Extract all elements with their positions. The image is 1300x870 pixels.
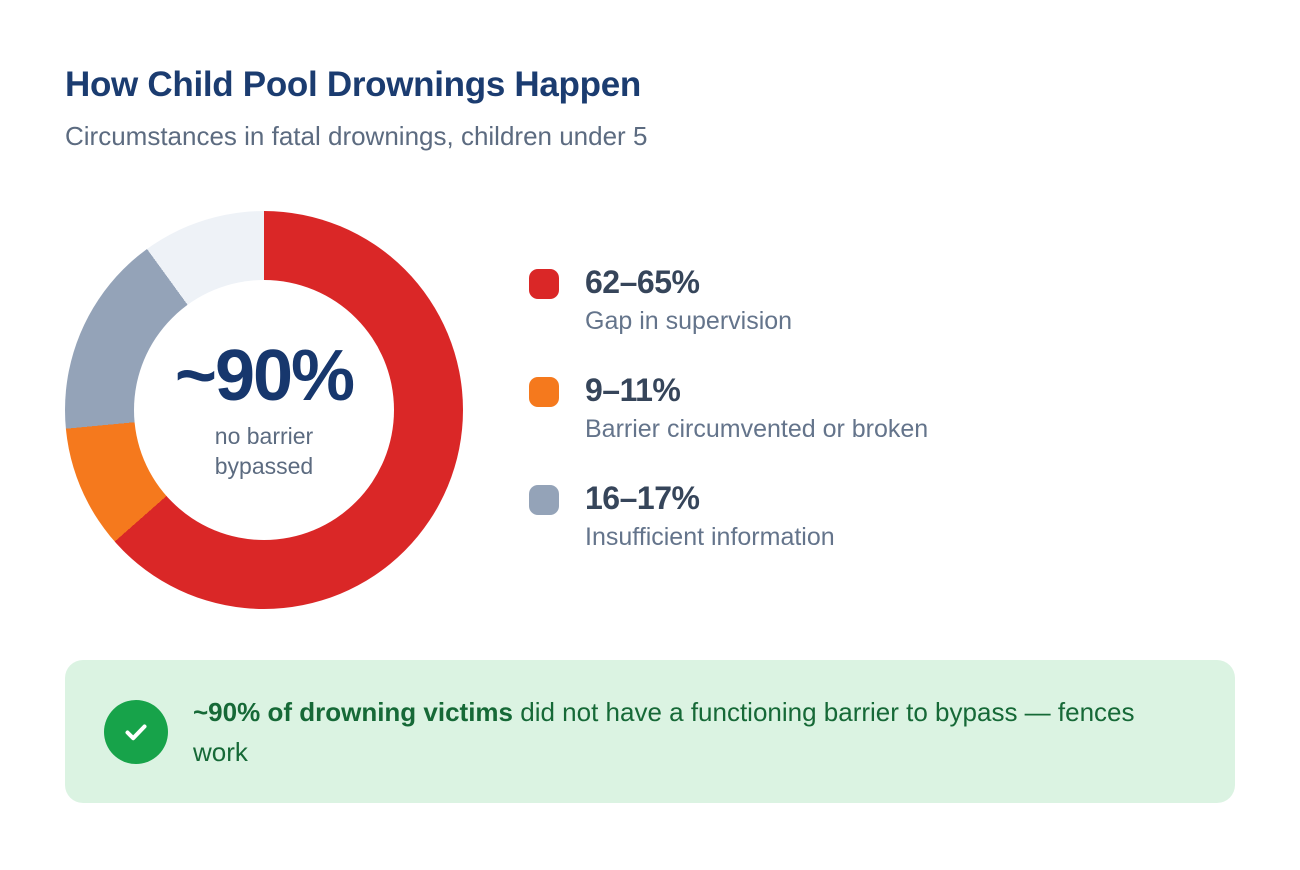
- legend-label: Insufficient information: [585, 523, 835, 551]
- page-subtitle: Circumstances in fatal drownings, childr…: [65, 121, 648, 151]
- legend-swatch-slate: [529, 485, 559, 515]
- legend-item-barrier-circumvented: 9–11% Barrier circumvented or broken: [529, 370, 928, 446]
- donut-center-label-line1: no barrier: [214, 423, 314, 449]
- page-title: How Child Pool Drownings Happen: [65, 65, 641, 104]
- legend-swatch-orange: [529, 377, 559, 407]
- chart-legend: 62–65% Gap in supervision 9–11% Barrier …: [529, 262, 928, 586]
- legend-item-text: 62–65% Gap in supervision: [585, 262, 792, 338]
- callout-text: ~90% of drowning victims did not have a …: [193, 692, 1178, 772]
- legend-label: Barrier circumvented or broken: [585, 415, 929, 443]
- check-mark-icon: [125, 724, 147, 740]
- legend-value: 9–11%: [585, 372, 681, 408]
- legend-value: 16–17%: [585, 480, 700, 516]
- key-takeaway-callout: ~90% of drowning victims did not have a …: [65, 660, 1235, 803]
- donut-chart: ~90% no barrier bypassed: [65, 211, 463, 609]
- callout-text-bold: ~90% of drowning victims: [193, 696, 514, 727]
- legend-item-gap-in-supervision: 62–65% Gap in supervision: [529, 262, 928, 338]
- donut-center-value: ~90%: [174, 336, 355, 416]
- legend-label: Gap in supervision: [585, 307, 793, 335]
- donut-center-label: no barrier bypassed: [215, 421, 313, 481]
- legend-item-insufficient-information: 16–17% Insufficient information: [529, 478, 928, 554]
- donut-center-label-line2: bypassed: [214, 453, 314, 479]
- legend-swatch-red: [529, 269, 559, 299]
- legend-item-text: 16–17% Insufficient information: [585, 478, 835, 554]
- legend-value: 62–65%: [585, 264, 700, 300]
- donut-center: ~90% no barrier bypassed: [134, 280, 394, 540]
- legend-item-text: 9–11% Barrier circumvented or broken: [585, 370, 928, 446]
- check-circle-icon: [104, 699, 168, 764]
- callout-text-rest: did not have a functioning barrier to by…: [193, 696, 1135, 767]
